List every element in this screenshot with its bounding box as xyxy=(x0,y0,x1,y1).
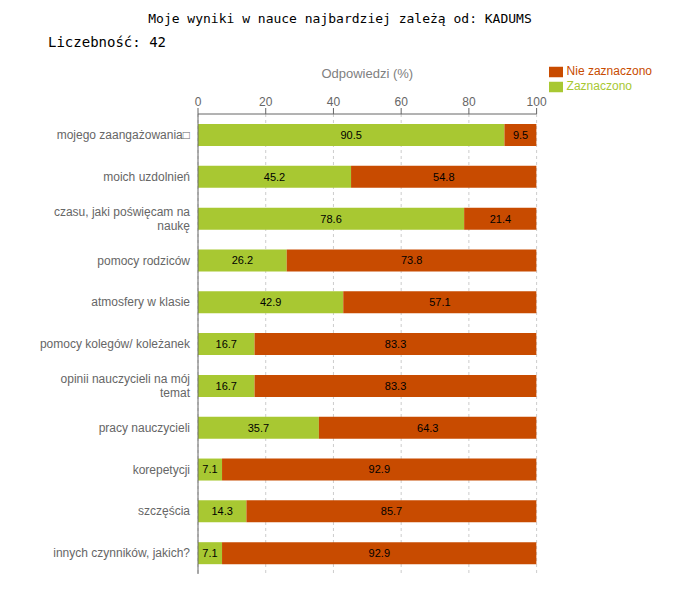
svg-text:83.3: 83.3 xyxy=(385,380,406,392)
svg-text:21.4: 21.4 xyxy=(490,213,511,225)
svg-text:moich uzdolnień: moich uzdolnień xyxy=(103,170,190,184)
svg-text:42.9: 42.9 xyxy=(260,296,281,308)
svg-text:92.9: 92.9 xyxy=(369,547,390,559)
svg-text:mojego zaangażowania□: mojego zaangażowania□ xyxy=(57,128,190,142)
svg-text:45.2: 45.2 xyxy=(264,171,285,183)
svg-text:90.5: 90.5 xyxy=(341,129,362,141)
svg-text:Odpowiedzi (%): Odpowiedzi (%) xyxy=(321,66,413,81)
svg-text:pomocy kolegów/ koleżanek: pomocy kolegów/ koleżanek xyxy=(40,337,191,351)
svg-text:atmosfery w klasie: atmosfery w klasie xyxy=(91,295,190,309)
svg-text:78.6: 78.6 xyxy=(320,213,341,225)
svg-text:9.5: 9.5 xyxy=(513,129,528,141)
svg-text:40: 40 xyxy=(327,95,341,109)
svg-text:57.1: 57.1 xyxy=(429,296,450,308)
svg-text:54.8: 54.8 xyxy=(433,171,454,183)
svg-text:7.1: 7.1 xyxy=(202,547,217,559)
svg-text:73.8: 73.8 xyxy=(401,254,422,266)
svg-text:korepetycji: korepetycji xyxy=(133,463,190,477)
svg-text:60: 60 xyxy=(394,95,408,109)
svg-text:czasu, jaki poświęcam nanaukę: czasu, jaki poświęcam nanaukę xyxy=(54,205,190,233)
svg-text:20: 20 xyxy=(259,95,273,109)
svg-text:pracy nauczycieli: pracy nauczycieli xyxy=(99,421,190,435)
svg-text:92.9: 92.9 xyxy=(369,463,390,475)
svg-text:100: 100 xyxy=(527,95,547,109)
svg-text:7.1: 7.1 xyxy=(202,463,217,475)
svg-text:14.3: 14.3 xyxy=(211,505,232,517)
svg-text:szczęścia: szczęścia xyxy=(138,504,190,518)
html-text:Nie zaznaczono: Nie zaznaczono xyxy=(566,64,652,78)
svg-text:80: 80 xyxy=(462,95,476,109)
svg-text:0: 0 xyxy=(195,95,202,109)
svg-text:pomocy rodziców: pomocy rodziców xyxy=(97,254,190,268)
svg-text:opinii nauczycieli na mójtemat: opinii nauczycieli na mójtemat xyxy=(61,372,191,400)
svg-text:64.3: 64.3 xyxy=(417,422,438,434)
svg-text:innych czynników, jakich?: innych czynników, jakich? xyxy=(53,546,190,560)
svg-text:85.7: 85.7 xyxy=(381,505,402,517)
svg-text:83.3: 83.3 xyxy=(385,338,406,350)
html-text:Moje wyniki w nauce najbardzie: Moje wyniki w nauce najbardziej zależą o… xyxy=(148,11,532,26)
html-text:Liczebność: 42: Liczebność: 42 xyxy=(48,34,166,50)
html-text:Zaznaczono: Zaznaczono xyxy=(566,78,632,93)
svg-text:16.7: 16.7 xyxy=(216,338,237,350)
svg-text:26.2: 26.2 xyxy=(232,254,253,266)
svg-text:16.7: 16.7 xyxy=(216,380,237,392)
svg-text:35.7: 35.7 xyxy=(248,422,269,434)
